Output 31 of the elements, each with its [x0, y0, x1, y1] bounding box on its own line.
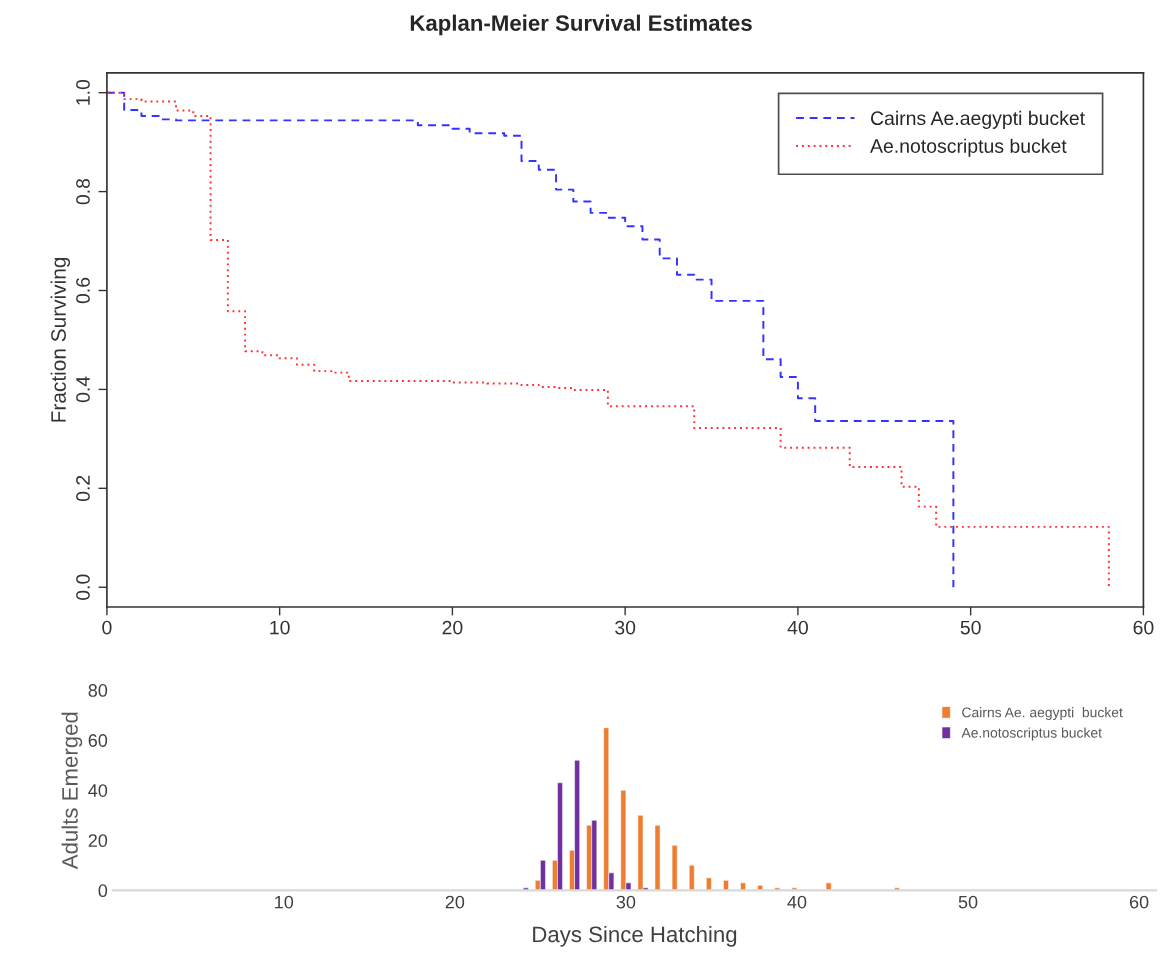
- x-tick-label: 50: [960, 620, 981, 635]
- y-axis-title: Fraction Surviving: [50, 257, 71, 422]
- x-axis-title: Days Since Hatching: [533, 925, 737, 947]
- x-tick-label: 10: [270, 620, 290, 635]
- legend-label: Cairns Ae. aegypti bucket: [962, 707, 1123, 721]
- legend-label: Ae.notoscriptus bucket: [961, 727, 1102, 741]
- y-tick-label: 0.0: [76, 574, 90, 600]
- y-tick-label: 0.2: [76, 475, 90, 502]
- y-tick-label: 0.8: [76, 178, 90, 205]
- y-axis-title: Adults Emerged: [61, 712, 83, 870]
- x-tick-label: 40: [787, 620, 808, 635]
- x-tick-label: 30: [615, 620, 636, 635]
- x-tick-label: 20: [442, 620, 463, 635]
- x-tick-label: 20: [445, 895, 465, 909]
- y-tick-label: 80: [88, 684, 108, 697]
- y-tick-label: 0.6: [76, 277, 90, 304]
- x-tick-label: 10: [275, 895, 294, 909]
- y-tick-label: 20: [88, 834, 108, 848]
- x-tick-label: 60: [1133, 620, 1154, 635]
- y-tick-label: 0: [98, 884, 108, 898]
- y-tick-label: 0.4: [76, 376, 90, 403]
- x-tick-label: 60: [1129, 895, 1149, 909]
- y-tick-label: 40: [88, 784, 108, 797]
- y-tick-label: 1.0: [76, 79, 90, 105]
- legend-label: Cairns Ae.aegypti bucket: [870, 110, 1085, 129]
- x-tick-label: 50: [958, 895, 978, 909]
- x-tick-label: 30: [616, 895, 636, 909]
- x-tick-label: 40: [787, 895, 807, 909]
- y-tick-label: 60: [88, 734, 108, 747]
- chart-title: Kaplan-Meier Survival Estimates: [410, 14, 752, 36]
- legend-label: Ae.notoscriptus bucket: [870, 138, 1067, 157]
